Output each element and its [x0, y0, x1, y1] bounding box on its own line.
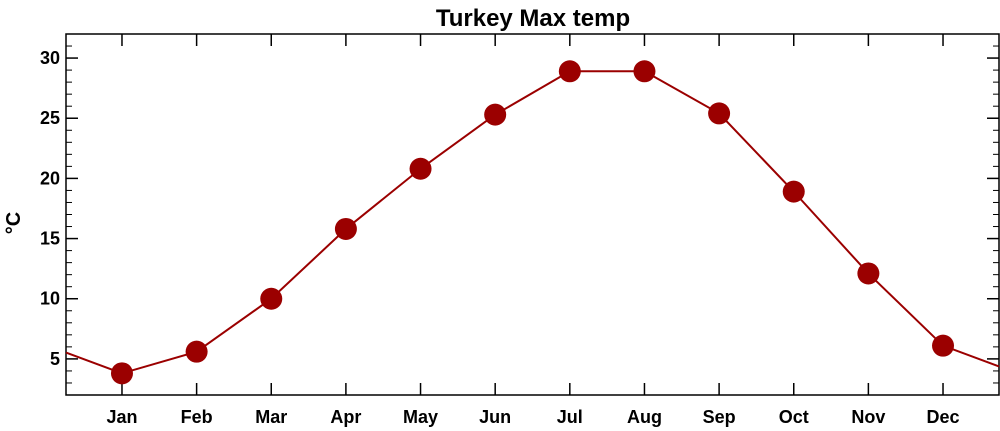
data-point-sep	[708, 102, 731, 125]
plot-frame	[65, 33, 1000, 396]
data-point-apr	[334, 217, 357, 240]
y-tick-label: 30	[40, 48, 60, 68]
data-point-nov	[857, 262, 880, 285]
x-tick-label: Jul	[557, 407, 583, 427]
data-point-aug	[633, 60, 656, 83]
data-point-mar	[260, 287, 283, 310]
data-point-jan	[110, 362, 133, 385]
x-tick-label: May	[403, 407, 438, 427]
y-tick-label: 5	[50, 349, 60, 369]
series-line	[65, 70, 1000, 375]
x-tick-label: Jan	[106, 407, 137, 427]
data-point-jul	[558, 60, 581, 83]
y-tick-label: 25	[40, 108, 60, 128]
y-tick-label: 20	[40, 168, 60, 188]
chart-title: Turkey Max temp	[436, 5, 630, 32]
x-tick-label: Mar	[255, 407, 287, 427]
x-tick-label: Apr	[330, 407, 361, 427]
x-tick-label: Aug	[627, 407, 662, 427]
data-point-dec	[932, 334, 955, 357]
data-point-oct	[782, 180, 805, 203]
x-tick-label: Dec	[927, 407, 960, 427]
x-tick-label: Sep	[703, 407, 736, 427]
data-point-may	[409, 157, 432, 180]
x-tick-label: Feb	[181, 407, 213, 427]
x-tick-label: Jun	[479, 407, 511, 427]
x-tick-label: Oct	[779, 407, 809, 427]
data-point-jun	[484, 103, 507, 126]
y-tick-label: 15	[40, 229, 60, 249]
series-layer	[65, 60, 1000, 385]
data-point-feb	[185, 340, 208, 363]
x-axis: Jan Feb Mar Apr May Jun Jul Aug Sep Oct Nov Dec	[106, 34, 960, 427]
y-axis: 5 10 15 20 25 30	[40, 45, 999, 384]
y-tick-label: 10	[40, 289, 60, 309]
x-tick-label: Nov	[851, 407, 885, 427]
y-axis-label: °C	[3, 212, 25, 234]
